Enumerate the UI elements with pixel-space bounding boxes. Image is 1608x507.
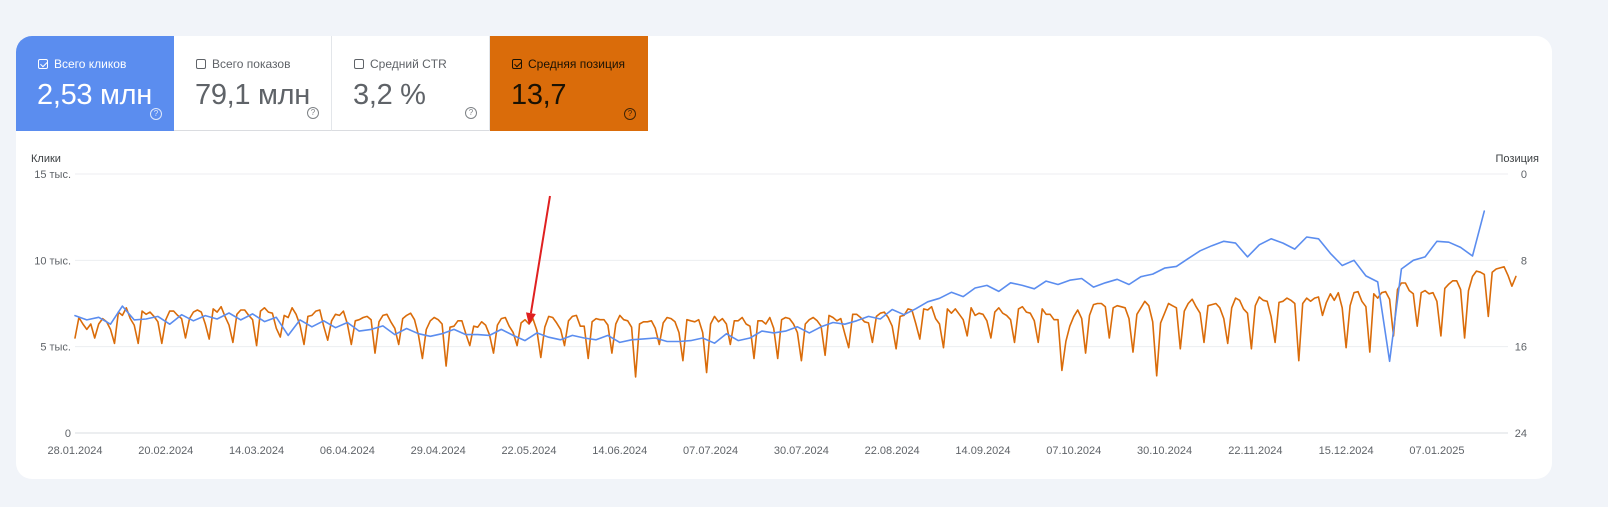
help-icon[interactable]	[307, 107, 319, 119]
performance-chart: 0 5 тыс. 10 тыс. 15 тыс. 0 8 16 24 28.01.2024 20.…	[34, 169, 1527, 457]
performance-card: Всего кликов 2,53 млн Всего показов 79,1…	[16, 36, 1552, 479]
x-tick-label: 07.01.2025	[1409, 445, 1464, 457]
metric-tile-position[interactable]: Средняя позиция 13,7	[490, 36, 648, 131]
metric-value: 3,2 %	[353, 79, 426, 111]
y-right-tick-label: 16	[1515, 342, 1527, 354]
checkbox-icon[interactable]	[354, 59, 364, 69]
series-line-clicks	[74, 210, 1486, 363]
metric-label: Всего кликов	[54, 57, 127, 71]
metric-value: 2,53 млн	[37, 79, 152, 111]
metric-tile-clicks-header: Всего кликов	[38, 57, 126, 71]
metric-tile-clicks[interactable]: Всего кликов 2,53 млн	[16, 36, 174, 131]
y-right-axis-title: Позиция	[1495, 153, 1540, 165]
metric-label: Средний CTR	[370, 57, 447, 71]
x-tick-label: 15.12.2024	[1319, 445, 1374, 457]
x-tick-label: 14.06.2024	[592, 445, 647, 457]
x-tick-label: 07.10.2024	[1046, 445, 1101, 457]
metric-tiles: Всего кликов 2,53 млн Всего показов 79,1…	[16, 36, 648, 132]
x-tick-label: 22.05.2024	[501, 445, 556, 457]
x-tick-label: 22.08.2024	[865, 445, 920, 457]
annotation-arrow-head	[525, 312, 536, 325]
metric-value: 79,1 млн	[195, 79, 310, 111]
metric-label: Средняя позиция	[528, 57, 626, 71]
help-icon[interactable]	[150, 108, 162, 120]
x-tick-label: 30.07.2024	[774, 445, 829, 457]
checkbox-icon[interactable]	[512, 59, 522, 69]
x-tick-label: 07.07.2024	[683, 445, 738, 457]
x-tick-label: 29.04.2024	[411, 445, 466, 457]
checkbox-icon[interactable]	[196, 59, 206, 69]
y-left-tick-label: 0	[65, 428, 71, 440]
x-tick-label: 28.01.2024	[47, 445, 102, 457]
x-tick-label: 30.10.2024	[1137, 445, 1192, 457]
metric-tile-ctr[interactable]: Средний CTR 3,2 %	[332, 36, 490, 131]
x-tick-label: 14.03.2024	[229, 445, 284, 457]
metric-tile-position-header: Средняя позиция	[512, 57, 625, 71]
help-icon[interactable]	[465, 107, 477, 119]
checkbox-icon[interactable]	[38, 59, 48, 69]
metric-tile-ctr-header: Средний CTR	[354, 57, 447, 71]
y-left-tick-label: 5 тыс.	[40, 342, 71, 354]
metric-tile-impressions-header: Всего показов	[196, 57, 290, 71]
help-icon[interactable]	[624, 108, 636, 120]
annotation-arrow-shaft	[529, 195, 551, 314]
y-left-axis-title: Клики	[31, 153, 61, 165]
x-tick-label: 14.09.2024	[955, 445, 1010, 457]
y-right-tick-label: 24	[1515, 428, 1527, 440]
x-tick-label: 22.11.2024	[1228, 445, 1282, 457]
y-left-tick-label: 15 тыс.	[34, 169, 71, 181]
series-line-position	[74, 266, 1517, 378]
x-tick-label: 06.04.2024	[320, 445, 375, 457]
metric-tile-impressions[interactable]: Всего показов 79,1 млн	[174, 36, 332, 131]
metric-label: Всего показов	[212, 57, 291, 71]
y-right-tick-label: 8	[1521, 255, 1527, 267]
metric-value: 13,7	[511, 79, 567, 111]
x-tick-label: 20.02.2024	[138, 445, 193, 457]
y-left-tick-label: 10 тыс.	[34, 255, 71, 267]
y-right-tick-label: 0	[1521, 169, 1527, 181]
